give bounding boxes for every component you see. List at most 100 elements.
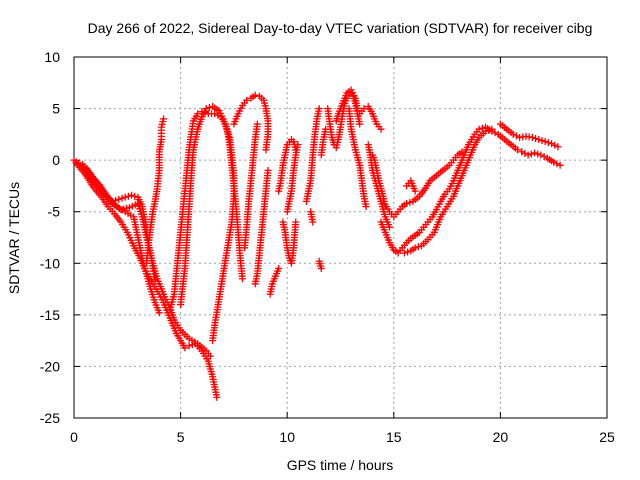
data-point <box>386 223 394 231</box>
data-point <box>554 143 562 151</box>
data-point <box>294 141 302 149</box>
y-axis-label: SDTVAR / TECUs <box>6 182 22 294</box>
series-track-18 <box>315 257 325 272</box>
data-point <box>309 218 317 226</box>
series-track-27 <box>403 177 419 195</box>
data-point <box>121 193 129 201</box>
series-track-22 <box>356 103 385 133</box>
x-axis-label: GPS time / hours <box>287 457 394 473</box>
data-point <box>160 115 168 123</box>
data-point <box>362 203 370 211</box>
data-point <box>535 136 543 144</box>
x-tick-label: 0 <box>70 429 78 445</box>
data-point <box>544 139 552 147</box>
y-tick-label: -5 <box>48 204 61 220</box>
data-point <box>243 96 251 104</box>
data-point <box>538 137 546 145</box>
data-point <box>551 141 559 149</box>
data-point <box>115 195 123 203</box>
x-tick-label: 25 <box>599 429 615 445</box>
data-point <box>548 140 556 148</box>
series-track-5 <box>142 115 168 267</box>
data-point <box>253 120 261 128</box>
data-point <box>403 199 411 207</box>
data-point <box>124 192 132 200</box>
data-point <box>400 249 408 257</box>
data-point <box>512 132 520 140</box>
series-track-11 <box>266 264 283 298</box>
data-point <box>491 129 499 137</box>
data-point <box>532 134 540 142</box>
plot-frame <box>73 56 608 419</box>
y-tick-label: 10 <box>44 49 60 65</box>
data-point <box>411 187 419 195</box>
data-point <box>411 244 419 252</box>
data-point <box>414 243 422 251</box>
series-track-7 <box>177 103 246 309</box>
series-track-29 <box>496 120 562 151</box>
data-point <box>541 138 549 146</box>
data-point <box>527 150 535 158</box>
series-track-15 <box>302 105 323 205</box>
data-point <box>537 151 545 159</box>
data-point <box>528 133 536 141</box>
chart-title: Day 266 of 2022, Sidereal Day-to-day VTE… <box>88 20 593 36</box>
series-track-10 <box>251 166 272 288</box>
data-series <box>70 86 564 401</box>
data-point <box>213 393 221 401</box>
data-point <box>185 342 193 350</box>
data-point <box>458 148 466 156</box>
data-point <box>481 127 489 135</box>
x-axis-ticks: 0 5 10 15 20 25 <box>70 57 615 445</box>
series-track-9 <box>241 120 261 252</box>
data-point <box>377 125 385 133</box>
data-point <box>509 130 517 138</box>
series-track-13 <box>279 218 300 267</box>
data-point <box>406 198 414 206</box>
data-point <box>540 153 548 161</box>
series-track-16 <box>307 208 317 226</box>
data-point <box>475 125 483 133</box>
data-point <box>404 248 412 256</box>
data-point <box>155 309 163 317</box>
data-point <box>264 166 272 174</box>
data-point <box>315 105 323 113</box>
data-point <box>118 194 126 202</box>
data-point <box>534 150 542 158</box>
x-tick-label: 10 <box>279 429 295 445</box>
series-track-30 <box>518 148 564 169</box>
data-point <box>209 337 217 345</box>
data-point <box>188 341 196 349</box>
series-track-20 <box>332 86 362 125</box>
data-point <box>531 149 539 157</box>
data-point <box>292 218 300 226</box>
series-track-2 <box>72 159 221 401</box>
data-point <box>262 146 270 154</box>
data-point <box>275 264 283 272</box>
data-point <box>181 344 189 352</box>
data-point <box>521 149 529 157</box>
data-point <box>550 158 558 166</box>
x-tick-label: 15 <box>386 429 402 445</box>
data-point <box>356 120 364 128</box>
y-axis-ticks: -25 -20 -15 -10 -5 0 5 10 <box>40 49 607 426</box>
y-tick-label: 0 <box>52 152 60 168</box>
y-tick-label: -15 <box>40 307 60 323</box>
axes <box>73 56 608 419</box>
data-point <box>251 91 259 99</box>
data-point <box>202 105 210 113</box>
series-track-28 <box>400 125 496 257</box>
x-tick-label: 20 <box>493 429 509 445</box>
series-track-26 <box>379 148 466 221</box>
data-point <box>317 264 325 272</box>
data-point <box>238 275 246 283</box>
y-tick-label: -20 <box>40 358 60 374</box>
data-point <box>518 148 526 156</box>
y-tick-label: -25 <box>40 410 60 426</box>
series-track-21 <box>345 105 370 211</box>
y-tick-label: -10 <box>40 255 60 271</box>
data-point <box>553 160 561 168</box>
data-point <box>128 191 136 199</box>
x-tick-label: 5 <box>177 429 185 445</box>
